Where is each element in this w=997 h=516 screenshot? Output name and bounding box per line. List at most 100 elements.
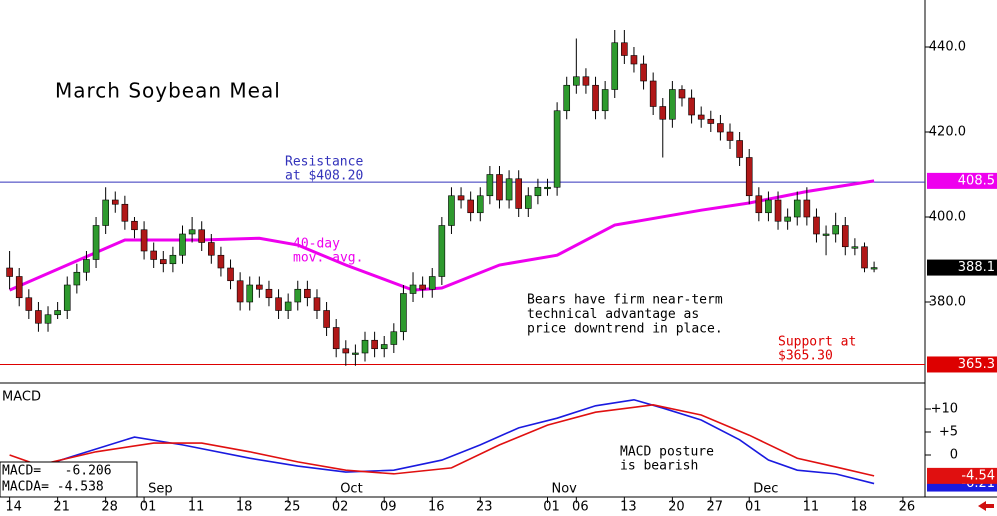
candle-body	[717, 123, 724, 133]
candle-body	[851, 246, 859, 249]
candle-body	[688, 97, 695, 116]
candle-body	[371, 339, 378, 350]
candle-body	[736, 140, 743, 158]
chart-title: March Soybean Meal	[55, 79, 281, 103]
candle-body	[707, 118, 715, 124]
y-tick-label: 0	[950, 447, 958, 462]
candle-body	[102, 199, 109, 226]
candle-body	[390, 331, 398, 345]
month-label: Nov	[552, 482, 578, 497]
candle-body	[256, 284, 263, 290]
candle-body	[15, 276, 23, 299]
candle-body	[870, 267, 878, 270]
macd-title: MACD	[2, 390, 41, 405]
candle-body	[121, 203, 129, 222]
candle-body	[332, 327, 340, 350]
annotation: technical advantage as	[527, 307, 699, 322]
candle-body	[227, 267, 234, 282]
x-tick-label: 13	[620, 500, 637, 515]
candle-body	[73, 271, 81, 286]
candle-body	[745, 157, 753, 197]
x-tick-label: 01	[543, 500, 560, 515]
candle-body	[573, 76, 580, 86]
candle-body	[313, 297, 321, 311]
candle-body	[83, 259, 90, 273]
y-tick-label: 400.0	[929, 209, 966, 224]
macd-line	[9, 404, 875, 477]
candle-body	[621, 42, 628, 56]
y-tick-label: 420.0	[929, 125, 966, 140]
annotation: is bearish	[620, 459, 698, 474]
candle-body	[476, 195, 484, 214]
candle-body	[630, 55, 638, 65]
candle-body	[284, 301, 292, 311]
candle-body	[400, 293, 407, 333]
candle-body	[649, 80, 657, 107]
candle-body	[457, 195, 465, 201]
candle-body	[140, 229, 148, 252]
x-tick-label: 11	[803, 500, 820, 515]
x-tick-label: 28	[101, 500, 118, 515]
candle-body	[35, 310, 42, 324]
x-tick-label: 11	[188, 500, 205, 515]
candle-body	[63, 284, 71, 311]
candle-body	[659, 106, 667, 120]
candle-body	[524, 195, 532, 209]
candle-body	[515, 178, 522, 209]
candle-body	[861, 246, 868, 269]
level-label: at $408.20	[285, 169, 363, 184]
candle-body	[496, 174, 503, 201]
candle-body	[342, 348, 350, 354]
x-tick-label: 26	[899, 500, 916, 515]
candle-body	[419, 284, 426, 290]
candle-body	[793, 199, 801, 218]
macd-line	[9, 398, 875, 485]
x-tick-label: 20	[668, 500, 685, 515]
x-tick-label: 18	[851, 500, 868, 515]
scroll-arrow[interactable]	[978, 501, 994, 511]
candle-body	[131, 220, 138, 231]
candle-body	[150, 250, 157, 260]
value-box-label: 388.1	[958, 260, 995, 275]
x-tick-label: 09	[380, 500, 397, 515]
candle-body	[822, 233, 830, 236]
ma-label: mov. avg.	[293, 251, 363, 266]
level-label: Support at	[778, 335, 856, 350]
y-tick-label: 380.0	[929, 294, 966, 309]
annotation: price downtrend in place.	[527, 322, 723, 337]
x-tick-label: 01	[745, 500, 762, 515]
candle-body	[448, 195, 455, 226]
x-tick-label: 23	[476, 500, 493, 515]
x-tick-label: 16	[428, 500, 445, 515]
readout: MACD= -6.206	[2, 464, 112, 479]
candle-body	[784, 216, 791, 222]
candle-body	[275, 297, 282, 311]
annotation: Bears have firm near-term	[527, 293, 723, 308]
candle-body	[6, 267, 13, 277]
x-tick-label: 27	[707, 500, 724, 515]
readout-box	[0, 461, 138, 498]
candle-body	[640, 63, 647, 82]
candle-body	[505, 178, 513, 201]
x-tick-label: 21	[53, 500, 70, 515]
month-label: Sep	[148, 482, 173, 497]
candle-body	[486, 174, 494, 197]
x-tick-label: 25	[284, 500, 301, 515]
readout: MACDA= -4.538	[2, 480, 104, 495]
x-tick-label: 14	[5, 500, 22, 515]
x-tick-label: 01	[140, 500, 157, 515]
y-tick-label: 440.0	[929, 40, 966, 55]
candle-body	[544, 186, 551, 190]
candle-body	[198, 229, 206, 243]
month-label: Dec	[753, 482, 778, 497]
candle-body	[188, 229, 196, 235]
value-box	[927, 467, 997, 484]
value-box	[927, 259, 997, 276]
candle-body	[563, 84, 571, 112]
candle-body	[755, 195, 763, 214]
candle-body	[294, 288, 302, 303]
candle-body	[832, 225, 839, 235]
candle-body	[592, 84, 599, 112]
candle-body	[428, 276, 436, 290]
